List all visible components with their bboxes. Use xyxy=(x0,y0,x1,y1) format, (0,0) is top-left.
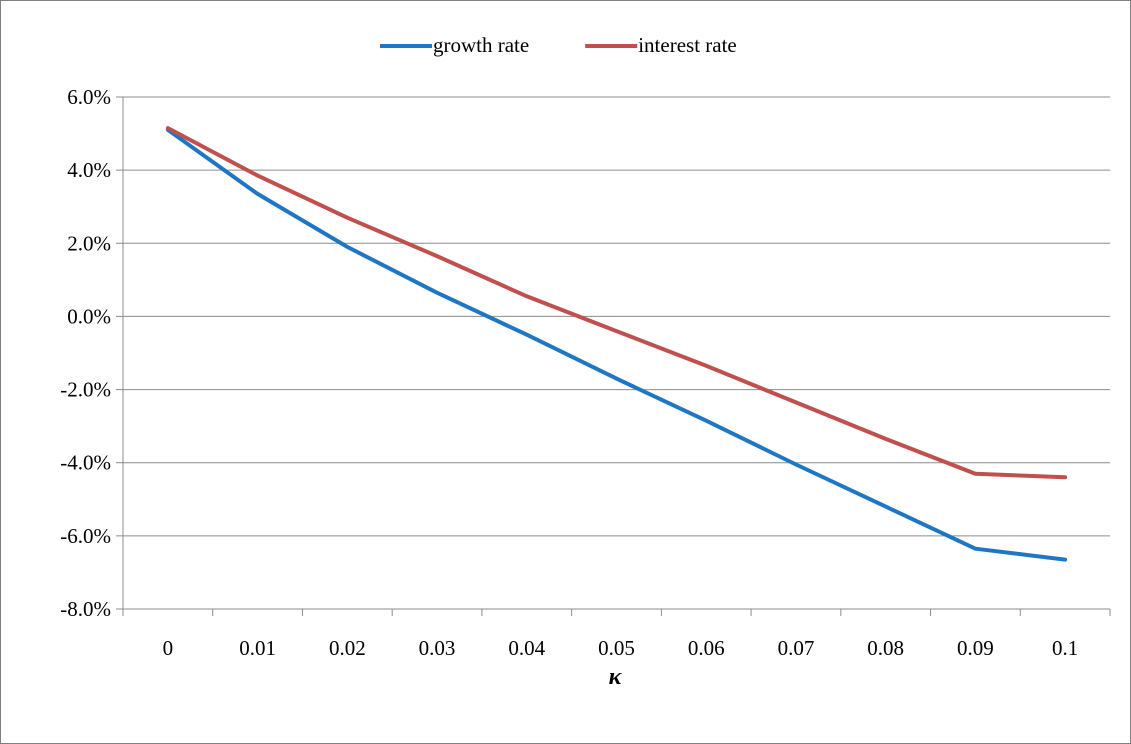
x-tick-label: 0.01 xyxy=(239,636,276,660)
data-point xyxy=(884,505,887,508)
y-tick-label: -6.0% xyxy=(60,524,111,548)
data-point xyxy=(256,174,259,177)
data-point xyxy=(615,377,618,380)
legend: growth rate interest rate xyxy=(380,33,737,57)
data-point xyxy=(974,472,977,475)
data-point xyxy=(705,365,708,367)
y-tick-label: 6.0% xyxy=(67,85,111,109)
y-tick-label: 2.0% xyxy=(67,231,111,255)
x-tick-label: 0 xyxy=(163,636,174,660)
x-tick-label: 0.03 xyxy=(419,636,456,660)
y-tick-label: -4.0% xyxy=(60,451,111,475)
x-tick-label: 0.02 xyxy=(329,636,366,660)
x-tick-label: 0.07 xyxy=(778,636,815,660)
y-tick-label: -2.0% xyxy=(60,378,111,402)
series-lines xyxy=(165,126,1068,562)
data-point xyxy=(795,401,797,404)
series-line-1 xyxy=(165,126,1068,480)
legend-label-1: interest rate xyxy=(638,33,737,57)
x-tick-label: 0.08 xyxy=(867,636,904,660)
y-tick-label: 0.0% xyxy=(67,304,111,328)
data-point xyxy=(436,291,438,294)
x-tick-label: 0.1 xyxy=(1052,636,1078,660)
data-point xyxy=(795,463,797,466)
data-point xyxy=(525,295,528,298)
y-tick-label: 4.0% xyxy=(67,158,111,182)
series-line-0 xyxy=(165,127,1068,562)
data-point xyxy=(256,193,259,195)
x-tick-label: 0.05 xyxy=(598,636,635,660)
x-tick-label: 0.09 xyxy=(957,636,994,660)
data-point xyxy=(974,547,977,550)
x-axis-label: κ xyxy=(609,664,623,690)
data-point xyxy=(346,216,349,219)
data-point xyxy=(884,438,887,440)
data-point xyxy=(167,127,169,129)
axes: -8.0% -6.0% -4.0% -2.0% 0.0% 2.0% 4.0% 6.0% 0 0.0… xyxy=(60,85,1111,660)
data-point xyxy=(346,246,349,248)
gridlines xyxy=(123,96,1110,610)
data-point xyxy=(1064,476,1066,479)
data-point xyxy=(615,330,618,332)
data-point xyxy=(1064,558,1066,561)
data-point xyxy=(705,419,708,422)
legend-label-0: growth rate xyxy=(433,33,529,57)
data-point xyxy=(436,255,438,257)
x-tick-label: 0.04 xyxy=(508,636,545,660)
data-point xyxy=(525,333,528,336)
x-tick-label: 0.06 xyxy=(688,636,725,660)
y-tick-label: -8.0% xyxy=(60,597,111,621)
